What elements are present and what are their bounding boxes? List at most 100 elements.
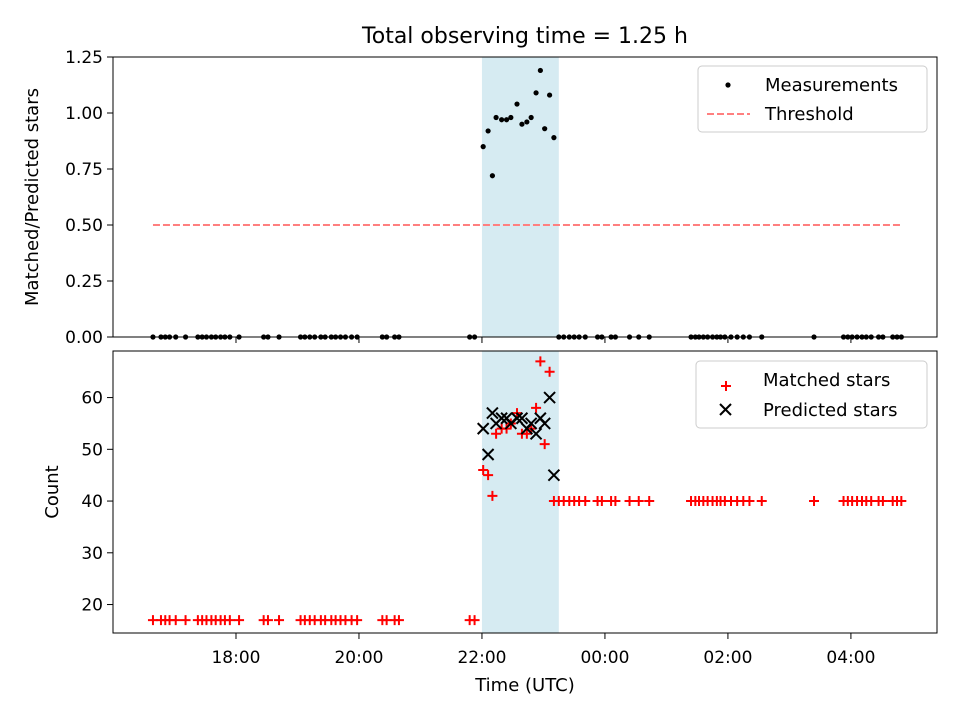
y-tick-label: 60 bbox=[81, 389, 103, 409]
y-tick-label: 20 bbox=[81, 596, 103, 616]
bottom-legend-box bbox=[695, 360, 928, 429]
matched-star-point bbox=[644, 496, 655, 507]
bottom-legend: Matched stars Predicted stars bbox=[695, 360, 928, 429]
y-tick-label: 0.50 bbox=[65, 216, 103, 236]
measurement-point bbox=[524, 119, 530, 125]
legend-predicted-label: Predicted stars bbox=[763, 400, 897, 421]
y-tick-label: 50 bbox=[81, 440, 103, 460]
legend-measurements-label: Measurements bbox=[765, 75, 898, 96]
measurement-point bbox=[503, 117, 510, 123]
matched-star-point bbox=[535, 356, 546, 367]
x-tick-label: 18:00 bbox=[211, 648, 260, 668]
y-tick-label: 30 bbox=[81, 544, 103, 564]
legend-matched-label: Matched stars bbox=[763, 370, 890, 391]
matched-star-point bbox=[580, 496, 591, 507]
bottom-axes-frame bbox=[112, 350, 938, 634]
measurement-point bbox=[493, 114, 499, 121]
x-axis-label: Time (UTC) bbox=[474, 675, 575, 696]
top-legend: Measurements Threshold bbox=[697, 65, 928, 133]
x-tick-label: 22:00 bbox=[457, 648, 506, 668]
y-tick-label: 0.25 bbox=[65, 272, 103, 292]
y-tick-label: 1.25 bbox=[65, 48, 103, 68]
bottom-x-ticks: 18:00 20:00 22:00 00:00 02:00 04:00 bbox=[211, 633, 875, 668]
bottom-panel: 20 30 40 50 60 18:00 20:00 22:00 00:00 02:00 04:0… bbox=[42, 350, 938, 696]
predicted-star-point bbox=[510, 412, 524, 425]
x-tick-label: 04:00 bbox=[826, 648, 875, 668]
matched-star-point bbox=[224, 615, 235, 626]
predicted-star-point bbox=[476, 422, 490, 435]
top-y-ticks: 0.00 0.25 0.50 0.75 1.00 1.25 bbox=[65, 48, 113, 348]
predicted-star-point bbox=[524, 417, 538, 430]
matched-star-point bbox=[274, 615, 285, 626]
matched-star-point bbox=[352, 615, 363, 626]
bottom-y-axis-label: Count bbox=[42, 465, 63, 518]
matched-star-point bbox=[633, 496, 644, 507]
measurement-point bbox=[546, 92, 553, 98]
measurement-point bbox=[480, 144, 486, 150]
measurement-point bbox=[485, 128, 491, 134]
chart-title: Total observing time = 1.25 h bbox=[361, 24, 688, 49]
measurement-point bbox=[508, 114, 514, 121]
measurement-point bbox=[528, 114, 534, 121]
predicted-star-point bbox=[547, 468, 561, 482]
predicted-star-point bbox=[495, 412, 508, 425]
measurement-point bbox=[499, 117, 505, 123]
x-tick-label: 20:00 bbox=[334, 648, 383, 668]
matched-star-point bbox=[521, 428, 532, 439]
measurement-point bbox=[514, 101, 520, 107]
top-x-ticks bbox=[235, 337, 852, 343]
matched-star-point bbox=[487, 490, 498, 501]
predicted-star-point bbox=[486, 406, 499, 420]
y-tick-label: 1.00 bbox=[65, 104, 103, 124]
top-panel: 0.00 0.25 0.50 0.75 1.00 1.25 Matched/Predict… bbox=[22, 48, 938, 348]
predicted-star-point bbox=[538, 417, 551, 430]
matched-star-point bbox=[896, 496, 907, 507]
top-y-axis-label: Matched/Predicted stars bbox=[22, 88, 43, 306]
measurement-point bbox=[551, 135, 557, 141]
measurement-point bbox=[537, 67, 543, 74]
legend-matched-marker bbox=[721, 381, 731, 391]
matched-star-point bbox=[756, 496, 767, 507]
legend-threshold-label: Threshold bbox=[764, 104, 854, 125]
matched-star-point bbox=[170, 615, 181, 626]
x-tick-label: 00:00 bbox=[580, 648, 629, 668]
predicted-star-point bbox=[529, 427, 543, 440]
y-tick-label: 40 bbox=[81, 492, 103, 512]
measurement-point bbox=[542, 126, 548, 132]
matched-star-point bbox=[539, 439, 550, 450]
matched-star-point bbox=[809, 496, 820, 507]
matched-star-point bbox=[544, 366, 555, 377]
bottom-y-ticks: 20 30 40 50 60 bbox=[81, 389, 113, 616]
matched-star-point bbox=[744, 496, 755, 507]
matched-star-point bbox=[483, 470, 494, 481]
top-legend-box bbox=[697, 65, 928, 133]
matched-star-point bbox=[393, 615, 404, 626]
top-shaded-interval bbox=[481, 57, 559, 337]
matched-star-point bbox=[478, 465, 489, 476]
bottom-shaded-interval bbox=[481, 351, 559, 633]
predicted-star-point bbox=[481, 448, 495, 461]
matched-star-point bbox=[596, 496, 607, 507]
x-tick-label: 02:00 bbox=[703, 648, 752, 668]
matched-star-point bbox=[234, 615, 245, 626]
measurement-point bbox=[489, 173, 496, 179]
matched-star-point bbox=[531, 402, 542, 413]
measurement-point bbox=[533, 90, 539, 96]
measurement-point bbox=[519, 121, 525, 127]
matched-star-point bbox=[469, 615, 480, 626]
matched-star-point bbox=[624, 496, 635, 507]
top-axes-frame bbox=[112, 56, 938, 338]
y-tick-label: 0.75 bbox=[65, 160, 103, 180]
legend-predicted-marker bbox=[719, 403, 732, 416]
predicted-star-point bbox=[543, 391, 556, 404]
matched-star-point bbox=[262, 615, 273, 626]
matched-star-point bbox=[877, 496, 888, 507]
bottom-data-marks bbox=[147, 356, 907, 626]
legend-measurements-marker bbox=[725, 82, 731, 88]
matched-star-point bbox=[610, 496, 621, 507]
y-tick-label: 0.00 bbox=[65, 328, 103, 348]
predicted-star-point bbox=[515, 412, 529, 425]
matched-star-point bbox=[180, 615, 191, 626]
matched-star-point bbox=[491, 428, 502, 439]
